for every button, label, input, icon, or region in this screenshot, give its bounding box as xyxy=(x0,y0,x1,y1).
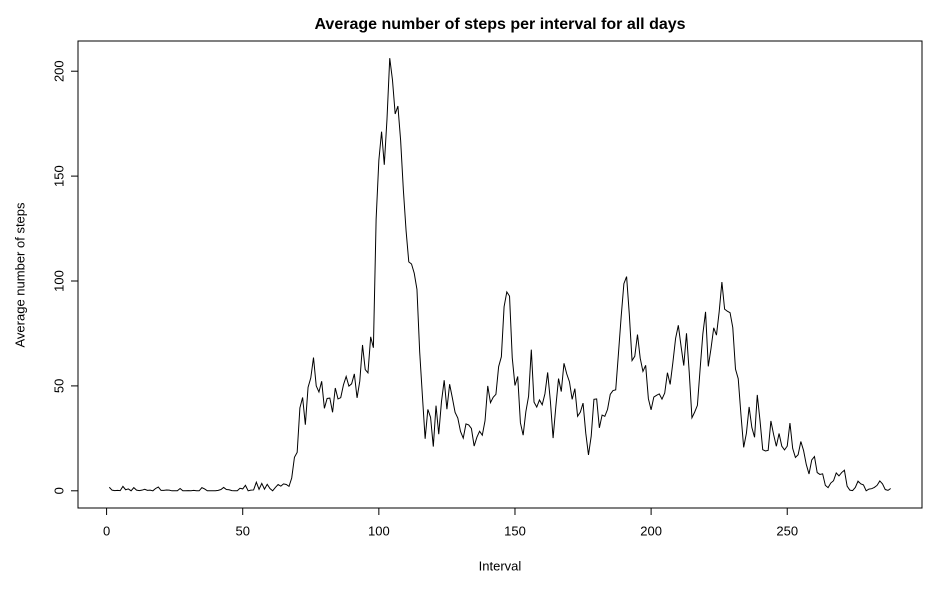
y-axis-label: Average number of steps xyxy=(12,202,27,348)
x-tick-label: 150 xyxy=(504,523,526,538)
y-tick-label: 200 xyxy=(51,60,66,82)
y-tick-label: 0 xyxy=(51,487,66,494)
y-tick-label: 100 xyxy=(51,270,66,292)
chart-title: Average number of steps per interval for… xyxy=(314,16,685,33)
x-tick-label: 50 xyxy=(235,523,249,538)
plot-frame xyxy=(77,40,923,509)
x-tick-label: 250 xyxy=(776,523,798,538)
y-tick-label: 150 xyxy=(51,165,66,187)
x-tick-label: 100 xyxy=(368,523,390,538)
x-axis-label: Interval xyxy=(479,558,522,573)
data-line xyxy=(108,58,891,492)
x-tick-label: 0 xyxy=(103,523,110,538)
x-tick-label: 200 xyxy=(640,523,662,538)
y-tick-label: 50 xyxy=(51,379,66,393)
